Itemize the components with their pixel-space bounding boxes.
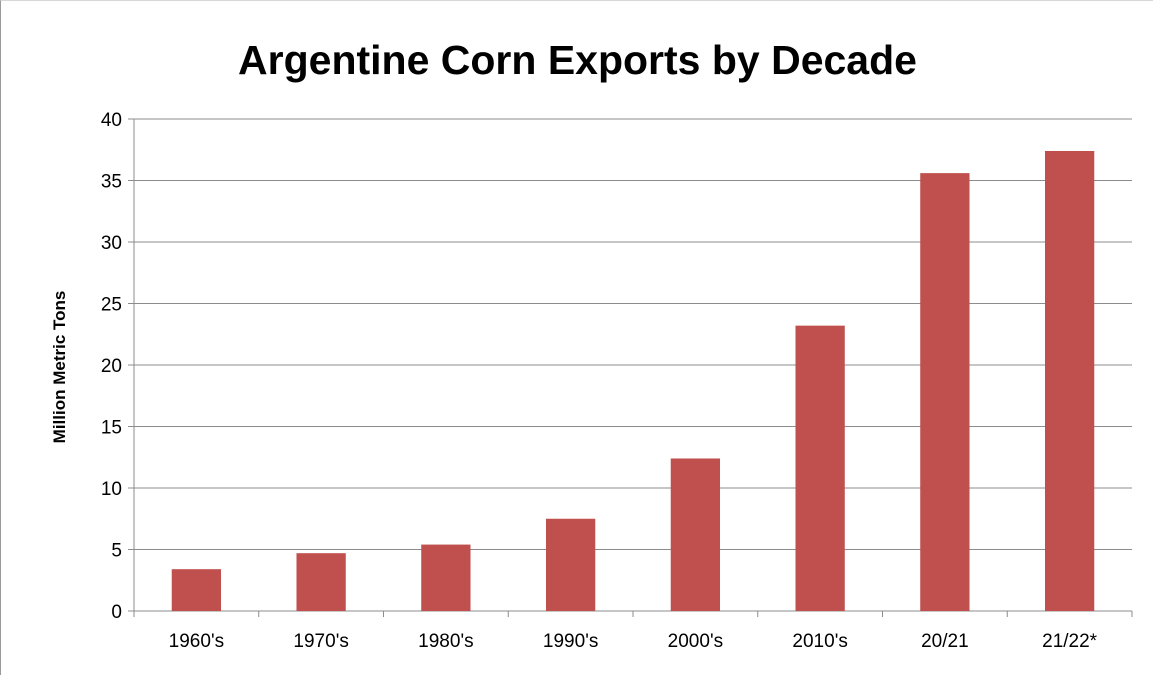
bar	[421, 545, 470, 611]
x-tick-label: 2000's	[668, 631, 723, 652]
bar	[671, 458, 720, 611]
y-tick-label: 30	[101, 233, 122, 254]
x-tick-label: 21/22*	[1042, 631, 1098, 652]
x-tick-label: 1990's	[543, 631, 598, 652]
y-tick-label: 40	[101, 110, 122, 131]
y-tick-label: 15	[101, 418, 122, 439]
y-tick-label: 25	[101, 295, 122, 316]
y-tick-label: 5	[111, 541, 122, 562]
bar	[296, 553, 345, 611]
x-tick-label: 1970's	[293, 631, 348, 652]
x-tick-label: 1960's	[169, 631, 224, 652]
x-tick-label: 1980's	[418, 631, 473, 652]
y-tick-label: 20	[101, 356, 122, 377]
y-tick-label: 10	[101, 479, 122, 500]
bar	[795, 326, 844, 611]
y-tick-label: 0	[111, 602, 122, 623]
bar	[920, 173, 969, 611]
y-tick-label: 35	[101, 172, 122, 193]
bar	[1045, 151, 1094, 611]
bar	[172, 569, 221, 611]
x-tick-label: 20/21	[921, 631, 969, 652]
bar	[546, 519, 595, 611]
x-tick-label: 2010's	[792, 631, 847, 652]
